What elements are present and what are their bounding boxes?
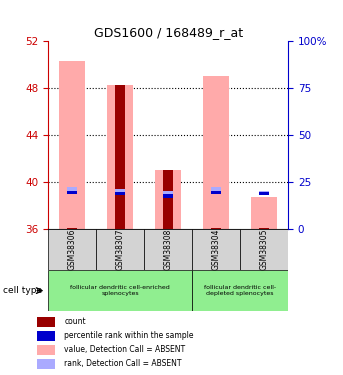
Bar: [259, 228, 269, 229]
Bar: [259, 190, 269, 195]
Text: GSM38304: GSM38304: [212, 229, 221, 270]
Text: count: count: [64, 317, 86, 326]
Text: follicular dendritic cell-
depleted splenocytes: follicular dendritic cell- depleted sple…: [204, 285, 276, 296]
Bar: [211, 228, 221, 229]
Text: GSM38308: GSM38308: [164, 229, 173, 270]
Bar: [107, 85, 133, 229]
Bar: [163, 194, 173, 198]
Bar: [211, 190, 221, 194]
Bar: [67, 187, 77, 194]
Bar: [155, 170, 181, 229]
Bar: [115, 192, 125, 195]
FancyBboxPatch shape: [144, 229, 192, 270]
Text: percentile rank within the sample: percentile rank within the sample: [64, 332, 194, 340]
Text: cell type: cell type: [3, 286, 43, 295]
Bar: [59, 61, 85, 229]
FancyBboxPatch shape: [48, 229, 96, 270]
Text: follicular dendritic cell-enriched
splenocytes: follicular dendritic cell-enriched splen…: [70, 285, 170, 296]
Bar: [37, 316, 56, 327]
Bar: [163, 190, 173, 198]
Bar: [67, 228, 77, 229]
FancyBboxPatch shape: [192, 270, 288, 311]
FancyBboxPatch shape: [96, 229, 144, 270]
Bar: [115, 189, 125, 195]
Bar: [37, 331, 56, 341]
Bar: [37, 345, 56, 355]
Bar: [37, 359, 56, 369]
Title: GDS1600 / 168489_r_at: GDS1600 / 168489_r_at: [94, 26, 243, 39]
Text: GSM38306: GSM38306: [68, 229, 76, 270]
Bar: [163, 170, 173, 229]
Text: GSM38307: GSM38307: [116, 229, 125, 270]
Bar: [211, 187, 221, 194]
Bar: [203, 76, 229, 229]
FancyBboxPatch shape: [48, 270, 192, 311]
Bar: [115, 85, 125, 229]
Text: GSM38305: GSM38305: [260, 229, 269, 270]
FancyBboxPatch shape: [192, 229, 240, 270]
Text: rank, Detection Call = ABSENT: rank, Detection Call = ABSENT: [64, 359, 182, 368]
FancyBboxPatch shape: [240, 229, 288, 270]
Bar: [67, 190, 77, 194]
Bar: [251, 197, 277, 229]
Text: value, Detection Call = ABSENT: value, Detection Call = ABSENT: [64, 345, 186, 354]
Bar: [259, 192, 269, 195]
